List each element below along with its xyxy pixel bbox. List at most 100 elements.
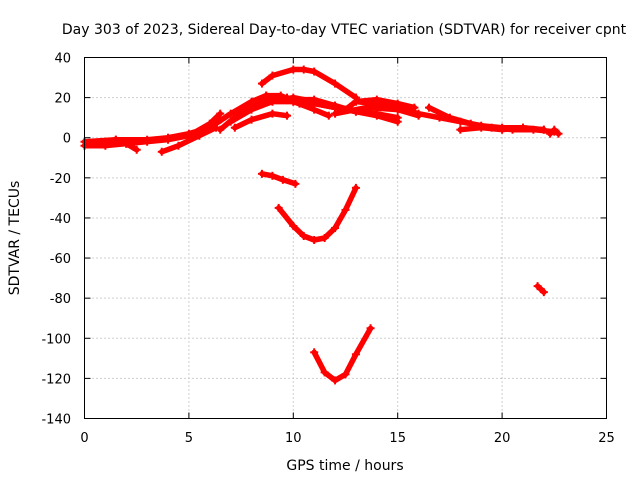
data-point — [157, 147, 166, 156]
data-point — [310, 95, 319, 104]
y-tick-label: -100 — [41, 332, 71, 347]
data-point — [247, 115, 256, 124]
data-point — [289, 221, 298, 230]
x-axis-tick-labels: 0 5 10 15 20 25 — [80, 431, 614, 446]
data-point — [257, 169, 266, 178]
data-point — [226, 109, 235, 118]
data-point — [331, 109, 340, 118]
series-track-20 — [275, 185, 359, 243]
data-point — [205, 119, 214, 128]
series-track-3 — [102, 136, 140, 153]
data-point — [299, 231, 308, 240]
data-point — [341, 205, 350, 214]
data-point — [268, 171, 277, 180]
x-tick-label: 15 — [389, 431, 406, 446]
data-point — [456, 125, 465, 134]
plot-frame — [84, 57, 607, 419]
y-tick-label: -140 — [41, 413, 71, 428]
data-point — [351, 97, 360, 106]
data-series — [80, 65, 563, 385]
data-point — [331, 376, 340, 385]
data-point — [268, 109, 277, 118]
data-point — [310, 67, 319, 76]
data-point — [351, 350, 360, 359]
y-tick-label: -80 — [50, 292, 71, 307]
y-tick-label: -40 — [50, 212, 71, 227]
data-point — [143, 135, 152, 144]
y-tick-label: -120 — [41, 372, 71, 387]
data-point — [257, 79, 266, 88]
data-point — [291, 179, 300, 188]
data-point — [174, 141, 183, 150]
data-point — [216, 125, 225, 134]
data-point — [283, 111, 292, 120]
data-point — [216, 109, 225, 118]
data-point — [164, 133, 173, 142]
data-point — [274, 203, 283, 212]
x-tick-label: 20 — [494, 431, 511, 446]
data-point — [331, 101, 340, 110]
data-point — [122, 139, 131, 148]
data-point — [366, 324, 375, 333]
data-point — [289, 65, 298, 74]
data-point — [539, 288, 548, 297]
y-tick-label: 20 — [54, 92, 71, 107]
x-axis-label: GPS time / hours — [286, 458, 403, 474]
data-point — [477, 123, 486, 132]
series-track-21 — [311, 325, 374, 384]
data-point — [268, 71, 277, 80]
data-point — [546, 129, 555, 138]
data-point — [101, 137, 110, 146]
data-point — [518, 123, 527, 132]
data-point — [372, 99, 381, 108]
y-axis-tick-labels: -140 -120 -100 -80 -60 -40 -20 0 20 40 — [41, 52, 71, 428]
x-tick-label: 25 — [598, 431, 615, 446]
x-tick-label: 10 — [285, 431, 302, 446]
data-point — [195, 131, 204, 140]
data-point — [268, 97, 277, 106]
data-point — [230, 123, 239, 132]
data-point — [111, 135, 120, 144]
data-point — [550, 125, 559, 134]
data-point — [310, 105, 319, 114]
data-point — [393, 113, 402, 122]
data-point — [278, 175, 287, 184]
data-point — [554, 129, 563, 138]
y-tick-label: 0 — [63, 132, 71, 147]
data-point — [351, 183, 360, 192]
data-point — [393, 103, 402, 112]
y-tick-label: -60 — [50, 252, 71, 267]
data-point — [289, 95, 298, 104]
data-point — [498, 125, 507, 134]
data-point — [310, 236, 319, 245]
series-track-4 — [159, 124, 219, 155]
data-point — [533, 282, 542, 291]
data-point — [324, 111, 333, 120]
data-point — [184, 131, 193, 140]
data-point — [539, 125, 548, 134]
data-point — [320, 368, 329, 377]
y-axis-label: SDTVAR / TECUs — [7, 181, 23, 296]
data-point — [226, 117, 235, 126]
data-point — [425, 103, 434, 112]
series-track-8 — [232, 110, 290, 131]
data-point — [445, 113, 454, 122]
x-tick-label: 5 — [185, 431, 193, 446]
data-point — [331, 223, 340, 232]
data-point — [310, 348, 319, 357]
data-point — [414, 109, 423, 118]
data-point — [283, 93, 292, 102]
y-tick-label: 40 — [54, 52, 71, 67]
x-tick-label: 0 — [80, 431, 88, 446]
data-point — [331, 79, 340, 88]
data-point — [132, 145, 141, 154]
chart-title: Day 303 of 2023, Sidereal Day-to-day VTE… — [62, 22, 627, 38]
data-point — [247, 101, 256, 110]
data-point — [320, 234, 329, 242]
series-track-19 — [259, 171, 299, 187]
data-point — [299, 65, 308, 74]
y-tick-label: -20 — [50, 172, 71, 187]
axis-ticks — [84, 57, 607, 419]
data-point — [341, 370, 350, 379]
